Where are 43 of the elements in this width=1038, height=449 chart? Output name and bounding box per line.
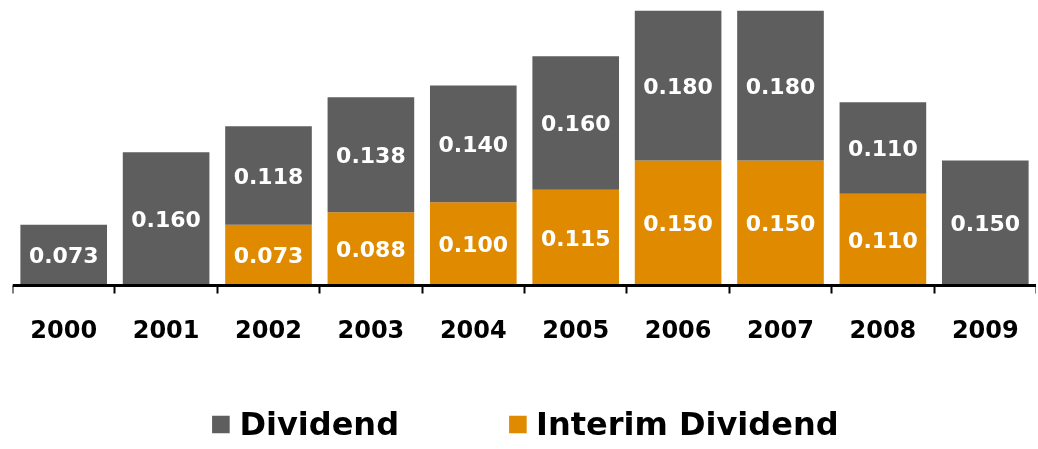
x-tick-label: 2000	[30, 315, 98, 344]
data-label: 0.100	[438, 231, 509, 257]
x-tick-label: 2004	[439, 315, 507, 344]
data-label: 0.110	[848, 227, 918, 253]
bar	[225, 126, 312, 225]
data-label: 0.160	[131, 206, 201, 232]
bar	[634, 160, 722, 286]
bar	[122, 152, 210, 286]
data-label: 0.138	[336, 142, 406, 168]
data-label: 0.160	[540, 111, 611, 136]
x-tick-label: 2005	[542, 315, 610, 344]
data-label: 0.088	[336, 236, 406, 262]
x-tick-label: 2001	[132, 315, 200, 344]
data-label: 0.150	[745, 211, 816, 236]
legend-label: Interim Dividend	[536, 405, 839, 443]
data-label: 0.180	[643, 73, 713, 99]
x-tick-label: 2002	[235, 315, 302, 344]
x-tick-label: 2008	[849, 315, 917, 344]
data-label: 0.115	[540, 225, 611, 251]
data-label: 0.110	[848, 136, 918, 161]
data-label: 0.150	[643, 211, 713, 236]
legend-label: Dividend	[239, 405, 400, 443]
x-tick-label: 2009	[951, 315, 1019, 344]
bar	[532, 56, 620, 190]
bar	[634, 10, 722, 161]
data-label: 0.140	[438, 131, 509, 157]
x-tick-label: 2006	[644, 315, 712, 344]
bar	[327, 97, 415, 213]
bar	[737, 160, 824, 286]
bar	[429, 202, 517, 286]
data-label: 0.118	[233, 163, 304, 189]
data-label: 0.073	[233, 243, 304, 269]
x-tick-label: 2007	[747, 315, 814, 344]
x-tick-label: 2003	[337, 315, 405, 344]
bar	[839, 102, 927, 194]
bar	[941, 160, 1029, 286]
bar	[532, 189, 620, 286]
bar	[737, 10, 824, 161]
bar	[429, 85, 517, 203]
bar	[839, 193, 927, 286]
data-label: 0.180	[745, 73, 816, 99]
data-label: 0.073	[28, 243, 99, 269]
data-label: 0.150	[950, 211, 1021, 236]
